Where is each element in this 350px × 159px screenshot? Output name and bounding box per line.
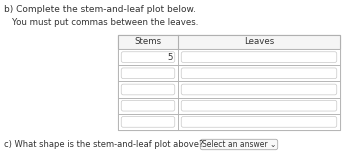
Bar <box>118 35 340 49</box>
Bar <box>178 65 340 81</box>
FancyBboxPatch shape <box>200 139 278 150</box>
Bar <box>178 49 340 65</box>
Bar <box>118 114 178 130</box>
FancyBboxPatch shape <box>121 100 175 111</box>
FancyBboxPatch shape <box>181 52 337 62</box>
Bar <box>178 98 340 114</box>
FancyBboxPatch shape <box>121 68 175 79</box>
Bar <box>118 49 178 65</box>
Text: Stems: Stems <box>134 38 162 46</box>
Bar <box>118 35 340 130</box>
FancyBboxPatch shape <box>181 84 337 95</box>
Text: You must put commas between the leaves.: You must put commas between the leaves. <box>12 18 198 27</box>
FancyBboxPatch shape <box>121 84 175 95</box>
Bar <box>118 65 178 81</box>
FancyBboxPatch shape <box>121 117 175 127</box>
FancyBboxPatch shape <box>181 68 337 79</box>
FancyBboxPatch shape <box>121 52 175 62</box>
Bar <box>178 114 340 130</box>
Text: Leaves: Leaves <box>244 38 274 46</box>
Bar <box>178 81 340 98</box>
Text: b) Complete the stem-and-leaf plot below.: b) Complete the stem-and-leaf plot below… <box>4 5 196 14</box>
Text: Select an answer ⌄: Select an answer ⌄ <box>202 140 276 149</box>
FancyBboxPatch shape <box>181 100 337 111</box>
Bar <box>118 81 178 98</box>
Bar <box>118 98 178 114</box>
FancyBboxPatch shape <box>181 117 337 127</box>
Text: 5: 5 <box>168 53 173 62</box>
Text: c) What shape is the stem-and-leaf plot above?: c) What shape is the stem-and-leaf plot … <box>4 140 203 149</box>
